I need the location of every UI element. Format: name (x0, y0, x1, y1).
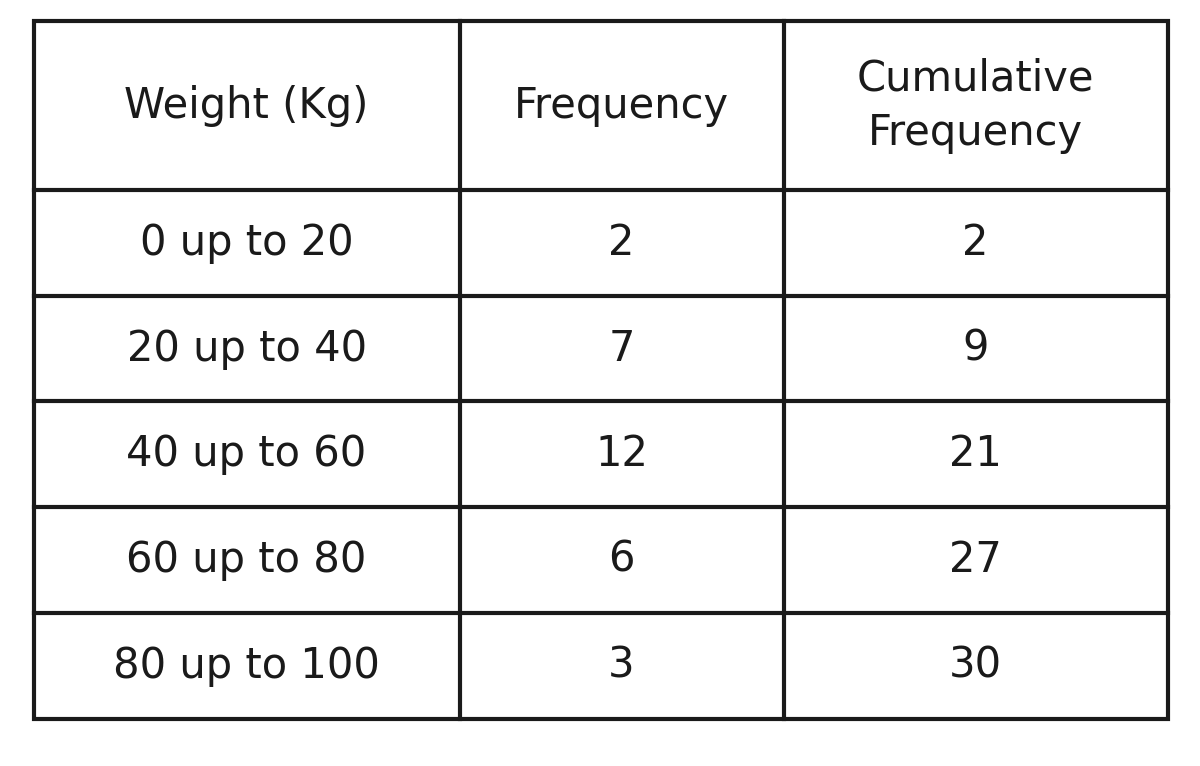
Text: 40 up to 60: 40 up to 60 (126, 434, 367, 475)
Text: 2: 2 (608, 222, 635, 264)
Text: 80 up to 100: 80 up to 100 (113, 645, 380, 686)
Text: 7: 7 (608, 328, 635, 369)
Text: 12: 12 (595, 434, 648, 475)
Text: Weight (Kg): Weight (Kg) (125, 85, 368, 126)
Text: 27: 27 (949, 539, 1002, 581)
Text: 2: 2 (962, 222, 989, 264)
Text: 3: 3 (608, 645, 635, 686)
Text: 30: 30 (949, 645, 1002, 686)
Text: 20 up to 40: 20 up to 40 (126, 328, 367, 369)
Text: 9: 9 (962, 328, 989, 369)
Text: 60 up to 80: 60 up to 80 (126, 539, 367, 581)
Text: Frequency: Frequency (514, 85, 730, 126)
Text: Cumulative
Frequency: Cumulative Frequency (857, 57, 1094, 154)
Text: 21: 21 (949, 434, 1002, 475)
Text: 0 up to 20: 0 up to 20 (139, 222, 354, 264)
Text: 6: 6 (608, 539, 635, 581)
